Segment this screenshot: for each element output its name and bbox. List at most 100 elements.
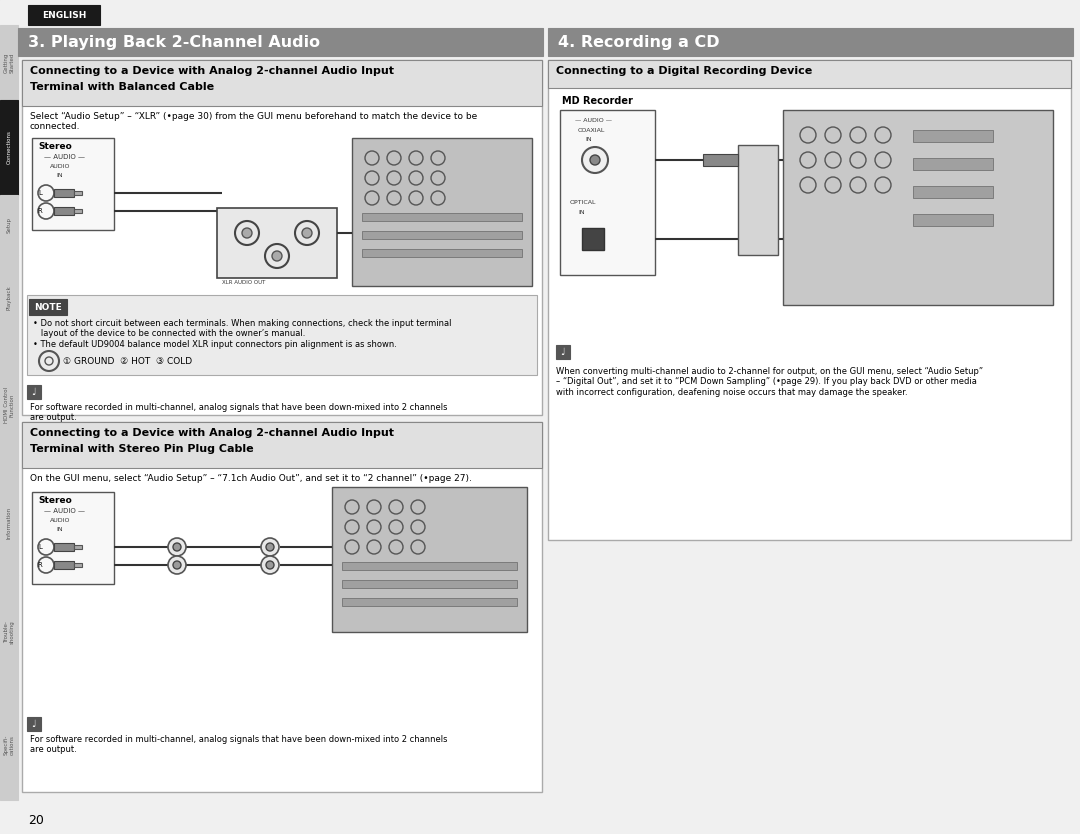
Bar	[75, 545, 82, 549]
Bar	[22, 422, 542, 792]
Circle shape	[168, 556, 186, 574]
Circle shape	[582, 147, 608, 173]
Bar	[22, 60, 542, 106]
Text: NOTE: NOTE	[35, 303, 62, 312]
Bar	[217, 208, 337, 278]
Circle shape	[173, 561, 181, 569]
Circle shape	[266, 543, 274, 551]
Bar	[0, 575, 18, 690]
Bar	[548, 28, 1074, 56]
Bar	[0, 690, 18, 800]
Text: Specifi-
cations: Specifi- cations	[3, 735, 14, 756]
Bar	[362, 249, 522, 257]
Text: When converting multi-channel audio to 2-channel for output, on the GUI menu, se: When converting multi-channel audio to 2…	[556, 367, 983, 397]
Bar	[75, 563, 82, 567]
Bar	[0, 25, 18, 100]
Circle shape	[173, 543, 181, 551]
Text: MD Recorder: MD Recorder	[562, 96, 633, 106]
Bar	[18, 28, 543, 56]
Bar	[22, 422, 542, 468]
Text: OPTICAL: OPTICAL	[570, 200, 596, 205]
Text: ♩: ♩	[561, 347, 565, 357]
Bar	[32, 138, 114, 230]
Bar	[0, 0, 18, 834]
Bar	[32, 492, 114, 584]
Bar	[75, 191, 82, 195]
Text: — AUDIO —: — AUDIO —	[44, 154, 85, 160]
Circle shape	[168, 538, 186, 556]
Bar	[54, 561, 75, 569]
Bar	[548, 60, 1071, 88]
Text: R: R	[38, 562, 42, 568]
Text: ① GROUND  ② HOT  ③ COLD: ① GROUND ② HOT ③ COLD	[63, 356, 192, 365]
Circle shape	[242, 228, 252, 238]
Text: L: L	[38, 190, 42, 196]
Text: Terminal with Balanced Cable: Terminal with Balanced Cable	[30, 82, 214, 92]
Text: For software recorded in multi-channel, analog signals that have been down-mixed: For software recorded in multi-channel, …	[30, 403, 447, 422]
Bar	[556, 345, 570, 359]
Bar	[0, 470, 18, 575]
Bar	[54, 543, 75, 551]
Text: For software recorded in multi-channel, analog signals that have been down-mixed: For software recorded in multi-channel, …	[30, 735, 447, 755]
Text: Playback: Playback	[6, 285, 12, 310]
Bar	[28, 5, 100, 25]
Circle shape	[590, 155, 600, 165]
Bar	[27, 295, 537, 375]
Text: R: R	[38, 208, 42, 214]
Text: ♩: ♩	[31, 387, 37, 397]
Text: 20: 20	[28, 814, 44, 827]
Bar	[548, 60, 1071, 540]
Circle shape	[266, 561, 274, 569]
Bar	[703, 154, 738, 166]
Bar	[362, 213, 522, 221]
Bar	[561, 110, 654, 275]
Text: Connecting to a Device with Analog 2-channel Audio Input: Connecting to a Device with Analog 2-cha…	[30, 66, 394, 76]
Text: Terminal with Stereo Pin Plug Cable: Terminal with Stereo Pin Plug Cable	[30, 444, 254, 454]
Bar	[27, 717, 41, 731]
Bar	[362, 231, 522, 239]
Text: Connections: Connections	[6, 131, 12, 164]
Bar	[342, 562, 517, 570]
Text: ENGLISH: ENGLISH	[42, 11, 86, 19]
Text: Connecting to a Device with Analog 2-channel Audio Input: Connecting to a Device with Analog 2-cha…	[30, 428, 394, 438]
Bar	[0, 340, 18, 470]
Text: — AUDIO —: — AUDIO —	[44, 508, 85, 514]
Text: Trouble-
shooting: Trouble- shooting	[3, 620, 14, 645]
Circle shape	[261, 556, 279, 574]
Text: Information: Information	[6, 506, 12, 539]
Bar	[342, 598, 517, 606]
Bar	[0, 255, 18, 340]
Text: Stereo: Stereo	[38, 142, 71, 151]
Text: Select “Audio Setup” – “XLR” (•page 30) from the GUI menu beforehand to match th: Select “Audio Setup” – “XLR” (•page 30) …	[30, 112, 477, 132]
Text: Connecting to a Digital Recording Device: Connecting to a Digital Recording Device	[556, 66, 812, 76]
Text: IN: IN	[56, 173, 63, 178]
Bar	[582, 228, 604, 250]
Text: AUDIO: AUDIO	[50, 164, 70, 169]
Text: Stereo: Stereo	[38, 496, 71, 505]
Text: IN: IN	[578, 210, 584, 215]
Text: COAXIAL: COAXIAL	[578, 128, 606, 133]
Text: • Do not short circuit between each terminals. When making connections, check th: • Do not short circuit between each term…	[33, 319, 451, 349]
Bar	[0, 100, 18, 195]
Circle shape	[272, 251, 282, 261]
Bar	[29, 299, 67, 315]
Text: XLR AUDIO OUT: XLR AUDIO OUT	[222, 280, 266, 285]
Text: Getting
Started: Getting Started	[3, 53, 14, 73]
Text: L: L	[38, 544, 42, 550]
Text: AUDIO: AUDIO	[50, 518, 70, 523]
Text: HDMI Control
Function: HDMI Control Function	[3, 387, 14, 423]
Text: — AUDIO —: — AUDIO —	[575, 118, 612, 123]
Text: IN: IN	[585, 137, 592, 142]
Bar	[27, 385, 41, 399]
Circle shape	[302, 228, 312, 238]
Text: IN: IN	[56, 527, 63, 532]
Bar	[913, 130, 993, 142]
Bar	[54, 207, 75, 215]
Text: Setup: Setup	[6, 217, 12, 233]
Bar	[913, 214, 993, 226]
Bar	[342, 580, 517, 588]
Bar	[783, 110, 1053, 305]
Bar	[75, 209, 82, 213]
Bar	[22, 60, 542, 415]
Bar	[54, 189, 75, 197]
